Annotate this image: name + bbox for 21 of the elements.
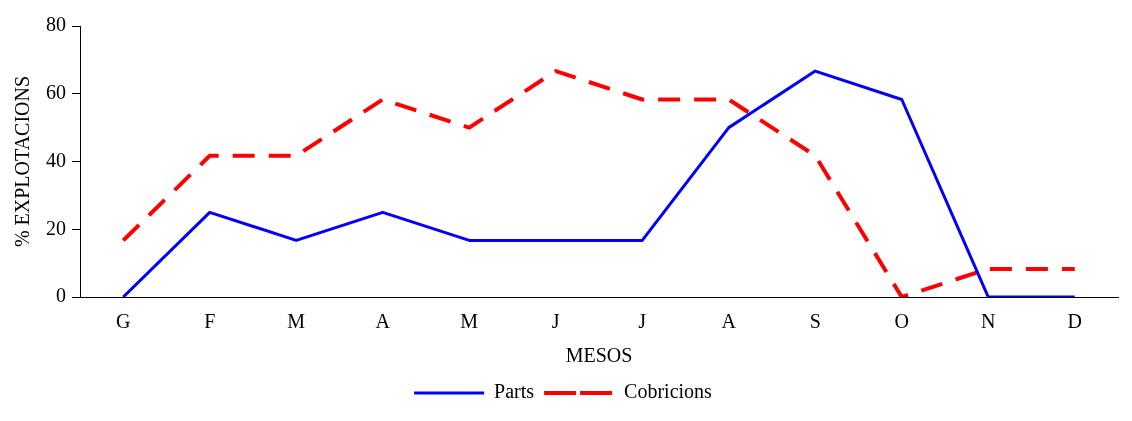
x-tick-label: J	[551, 310, 560, 333]
y-tick-label: 80	[46, 13, 66, 36]
y-tick-label: 40	[46, 148, 66, 171]
x-tick-label: D	[1067, 310, 1082, 333]
legend-label: Parts	[494, 380, 535, 403]
x-tick-label: N	[981, 310, 996, 333]
y-tick-label: 60	[46, 81, 66, 103]
x-tick-label: G	[116, 310, 131, 333]
x-tick-label: A	[721, 310, 737, 333]
x-tick-label: O	[894, 310, 909, 333]
x-tick-label: A	[375, 310, 391, 333]
x-tick-label: J	[638, 310, 647, 333]
y-tick-label: 0	[56, 284, 66, 307]
x-tick-label: M	[460, 310, 479, 333]
x-tick-label: M	[287, 310, 306, 333]
x-axis-title: MESOS	[565, 344, 633, 367]
y-axis-title: % EXPLOTACIONS	[11, 75, 34, 248]
x-tick-label: S	[809, 310, 821, 333]
y-tick-label: 20	[46, 216, 66, 239]
x-tick-label: F	[204, 310, 216, 333]
legend-label: Cobricions	[624, 380, 713, 403]
